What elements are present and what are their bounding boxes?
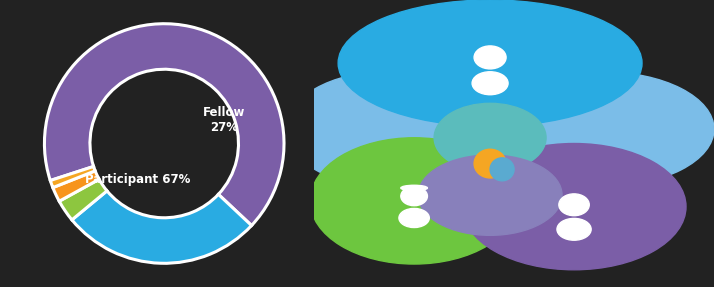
Circle shape	[559, 194, 589, 216]
Ellipse shape	[338, 0, 642, 126]
Ellipse shape	[462, 144, 686, 270]
Ellipse shape	[490, 72, 714, 187]
Ellipse shape	[434, 103, 546, 172]
Wedge shape	[72, 191, 251, 263]
Circle shape	[474, 46, 506, 69]
Text: Fellow
27%: Fellow 27%	[203, 106, 246, 133]
Ellipse shape	[418, 155, 562, 235]
Circle shape	[401, 187, 428, 206]
Ellipse shape	[557, 218, 591, 240]
Ellipse shape	[401, 185, 428, 191]
Ellipse shape	[472, 72, 508, 95]
Ellipse shape	[399, 208, 429, 228]
Ellipse shape	[490, 158, 514, 181]
Ellipse shape	[310, 138, 518, 264]
Wedge shape	[59, 179, 107, 220]
Wedge shape	[44, 24, 284, 226]
Wedge shape	[53, 171, 99, 201]
Ellipse shape	[474, 149, 506, 178]
Ellipse shape	[286, 72, 486, 187]
Wedge shape	[50, 166, 95, 188]
Text: Participant 67%: Participant 67%	[85, 173, 191, 186]
